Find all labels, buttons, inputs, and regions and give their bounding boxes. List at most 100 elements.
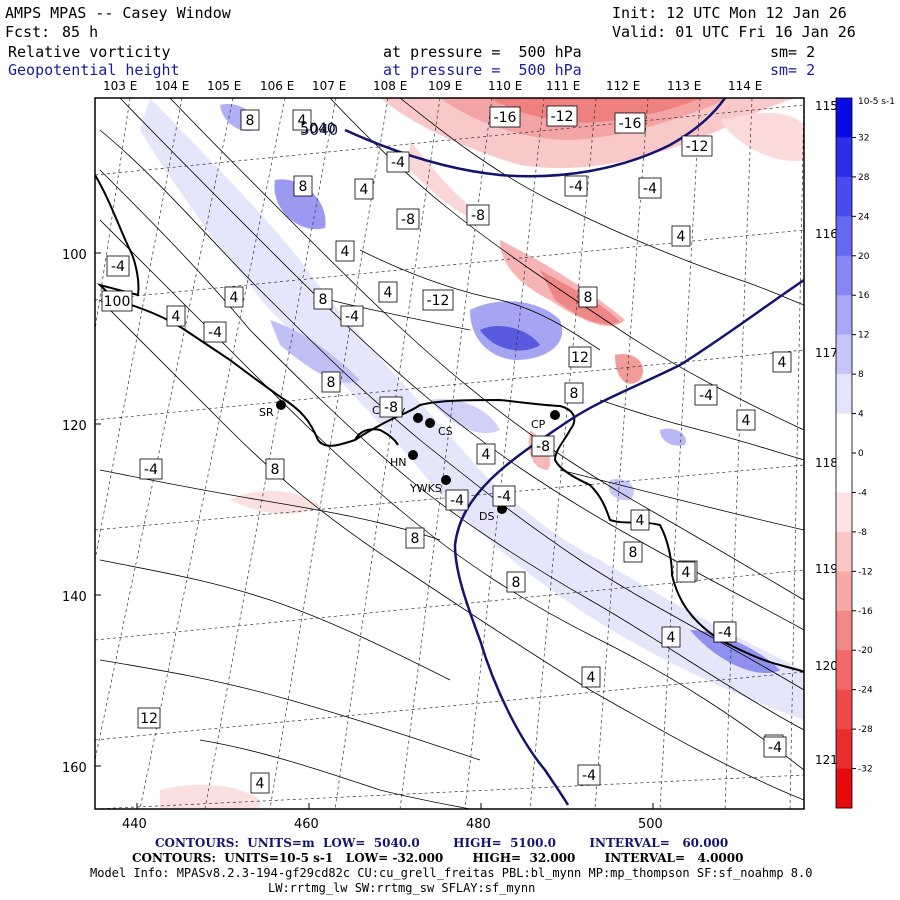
contour-value-label: -16 [614,112,646,134]
colorbar-label: -28 [858,725,873,735]
station-label: YWKS [409,482,442,495]
contour-value-text: 4 [778,355,787,371]
contour-value-text: 4 [298,113,307,129]
station-marker [425,418,435,428]
contour-value-text: 8 [512,575,521,591]
contour-value-label: 4 [581,666,601,688]
colorbar-label: 12 [858,331,869,341]
colorbar-swatch [836,255,852,296]
colorbar-swatch [836,137,852,178]
colorbar-label: 24 [858,212,870,222]
contour-value-text: 8 [319,292,328,308]
contour-value-label: 8 [564,382,584,404]
contour-value-text: 8 [584,290,593,306]
colorbar-label: 4 [858,410,864,420]
lon-label: 114 E [728,79,762,93]
lon-label: 105 E [207,79,241,93]
lon-label: 107 E [312,79,346,93]
contour-value-label: -4 [203,321,227,343]
contour-value-text: 8 [299,179,308,195]
contour-value-label: 4 [476,443,496,465]
contour-value-text: 4 [384,285,393,301]
station-label: CS [438,425,453,438]
lon-label: 111 E [546,79,580,93]
contour-value-text: 8 [411,531,420,547]
contour-value-label: 4 [166,305,186,327]
init-time: Init: 12 UTC Mon 12 Jan 26 [612,4,847,22]
contour-value-text: -8 [401,212,415,228]
station-label: CP [531,418,546,431]
contour-value-label: -4 [713,621,737,643]
contour-value-label: 8 [405,527,425,549]
contour-value-label: -4 [638,177,662,199]
contour-value-label: 4 [671,225,691,247]
height-contour-info: CONTOURS: UNITS=m LOW= 5040.0 HIGH= 5100… [155,836,729,850]
colorbar-label: -8 [858,528,867,538]
contour-value-text: 8 [327,375,336,391]
contour-value-text: -4 [111,259,125,275]
colorbar-label: 20 [858,252,870,262]
y-tick-label: 140 [62,590,87,605]
contour-value-label: 4 [736,409,756,431]
colorbar-label: -16 [858,607,873,617]
latlon-grid [95,98,804,809]
x-tick-label: 440 [122,817,147,832]
station-label: SR [259,406,274,419]
colorbar-swatch [836,492,852,533]
contour-value-label: -4 [492,485,516,507]
contour-value-label: -12 [422,289,454,311]
contour-value-label: 8 [240,109,260,131]
x-tick-label: 500 [638,817,663,832]
colorbar-label: -32 [858,765,873,775]
contour-value-text: 4 [667,630,676,646]
contour-value-text: 4 [587,670,596,686]
contour-value-text: -4 [144,462,158,478]
contour-value-text: -12 [686,139,709,155]
contour-value-label: 4 [224,286,244,308]
colorbar-swatch [836,768,852,809]
colorbar-swatch [836,571,852,612]
contour-value-label: -4 [386,151,410,173]
station-marker [497,504,507,514]
contour-value-label: -12 [681,135,713,157]
contour-value-text: 4 [256,776,265,792]
colorbar-label: 28 [858,173,870,183]
colorbar-label: 32 [858,133,869,143]
contour-value-label: -4 [694,384,718,406]
field-1-level: at pressure = 500 hPa [383,43,582,61]
contour-value-label: -4 [763,736,787,758]
lon-label: 106 E [260,79,294,93]
contour-value-text: -4 [699,388,713,404]
vorticity-contours [99,98,804,809]
contour-value-label: 4 [378,281,398,303]
colorbar-swatch [836,650,852,691]
colorbar-swatch [836,295,852,336]
colorbar-swatch [836,334,852,375]
contour-value-text: 4 [482,447,491,463]
contour-value-label: -8 [379,396,403,418]
station-marker [413,413,423,423]
contour-value-text: 4 [360,182,369,198]
contour-value-text: -4 [569,179,583,195]
lon-label: 113 E [667,79,701,93]
colorbar-swatch [836,216,852,257]
contour-value-label: 8 [265,458,285,480]
contour-value-label: 8 [313,288,333,310]
station-marker [441,475,451,485]
contour-value-text: -4 [497,489,511,505]
colorbar-label: 8 [858,370,864,380]
contour-value-text: -4 [450,493,464,509]
contour-value-text: -8 [536,439,550,455]
contour-value-label: 8 [578,286,598,308]
x-tick-label: 480 [466,817,491,832]
y-tick-label: 120 [62,419,87,434]
contour-value-text: 4 [742,413,751,429]
height-contours [344,98,804,806]
contour-value-text: -16 [619,116,642,132]
colorbar-swatch [836,531,852,572]
contour-value-text: -8 [384,400,398,416]
model-info-line1: Model Info: MPASv8.2.3-194-gf29cd82c CU:… [90,866,813,880]
contour-value-text: 8 [570,386,579,402]
contour-value-label: 4 [772,351,792,373]
